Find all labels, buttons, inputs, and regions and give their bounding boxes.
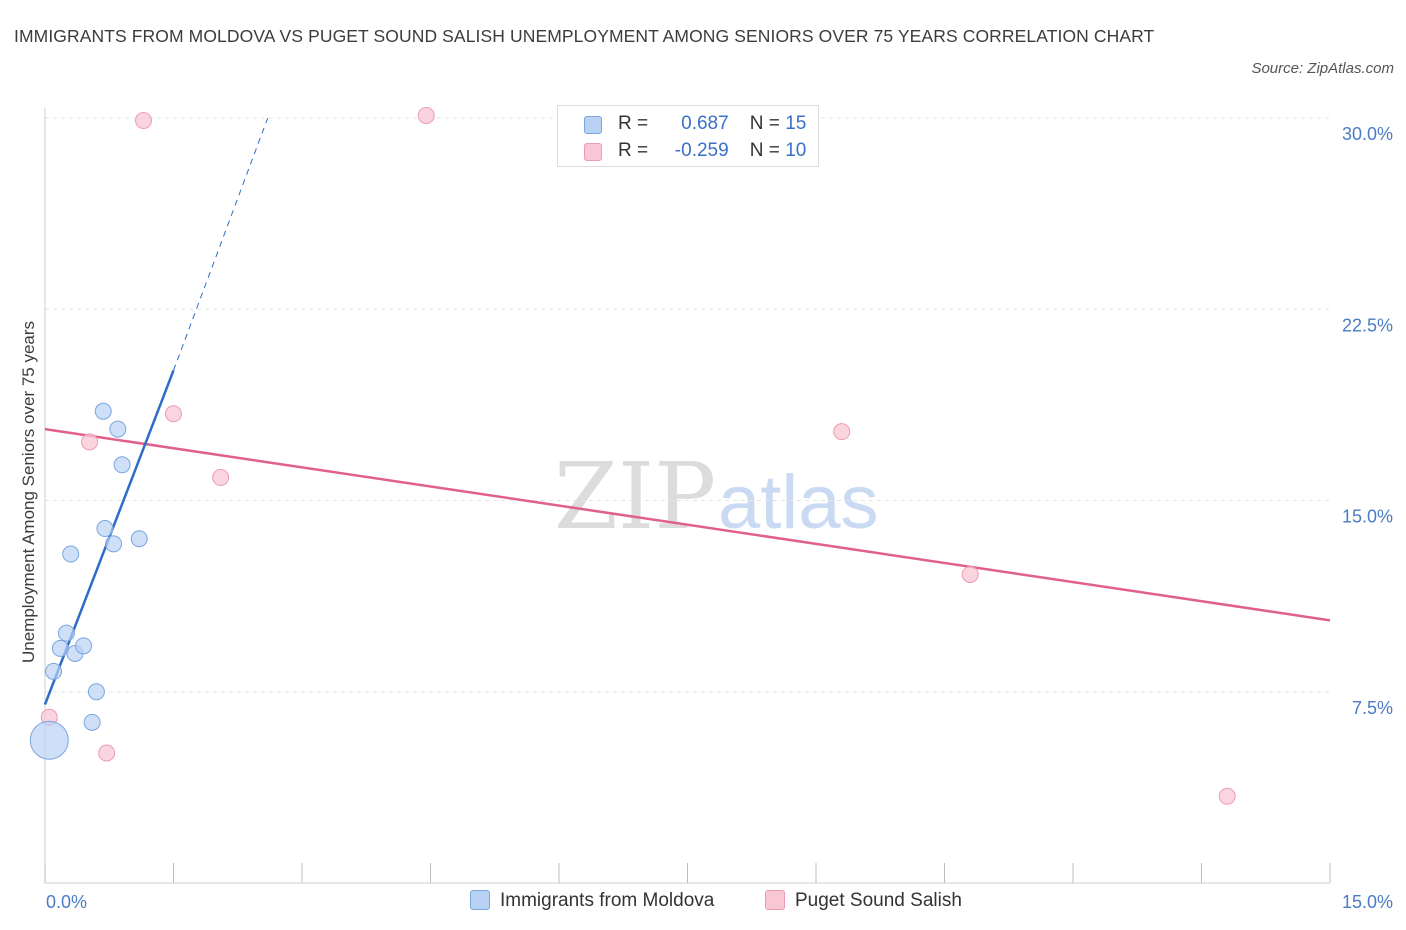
data-point-moldova bbox=[87, 683, 105, 701]
n-value-salish: 10 bbox=[785, 140, 807, 161]
n-label: N = bbox=[749, 113, 780, 134]
data-point-moldova bbox=[94, 402, 112, 420]
legend-label-salish: Puget Sound Salish bbox=[795, 890, 962, 911]
legend-item-moldova: Immigrants from Moldova bbox=[470, 890, 714, 912]
y-tick-label: 30.0% bbox=[1342, 124, 1393, 144]
r-label: R = bbox=[618, 140, 649, 161]
r-label: R = bbox=[618, 113, 649, 134]
data-point-moldova bbox=[113, 456, 131, 474]
data-point-moldova bbox=[130, 530, 148, 548]
legend-swatch-blue bbox=[470, 890, 490, 910]
y-tick-label: 7.5% bbox=[1352, 698, 1393, 718]
data-point-salish bbox=[81, 433, 99, 451]
n-label: N = bbox=[749, 140, 780, 161]
data-point-moldova bbox=[96, 520, 114, 538]
legend-swatch-pink bbox=[584, 143, 602, 161]
data-point-moldova bbox=[57, 624, 75, 642]
data-point-moldova bbox=[29, 720, 69, 760]
y-axis-label: Unemployment Among Seniors over 75 years bbox=[19, 321, 38, 663]
r-value-salish: -0.259 bbox=[674, 140, 729, 161]
chart-title: IMMIGRANTS FROM MOLDOVA VS PUGET SOUND S… bbox=[14, 26, 1155, 46]
data-point-moldova bbox=[75, 637, 93, 655]
grid-lines bbox=[45, 117, 1330, 693]
data-point-salish bbox=[417, 106, 435, 124]
data-point-salish bbox=[135, 112, 153, 130]
legend-label-moldova: Immigrants from Moldova bbox=[500, 890, 715, 911]
x-tick-label: 0.0% bbox=[46, 892, 87, 912]
watermark: ZIP atlas bbox=[554, 443, 879, 550]
data-point-moldova bbox=[51, 639, 69, 657]
data-point-moldova bbox=[45, 662, 63, 680]
data-point-salish bbox=[833, 423, 851, 441]
legend-item-salish: Puget Sound Salish bbox=[765, 890, 962, 912]
data-point-salish bbox=[165, 405, 182, 423]
tick-labels: 7.5% 15.0% 22.5% 30.0% 0.0% 15.0% bbox=[46, 124, 1393, 912]
trend-lines bbox=[43, 117, 1331, 705]
trend-line-moldova-extension bbox=[173, 117, 269, 371]
data-point-moldova bbox=[105, 535, 123, 553]
data-point-moldova bbox=[83, 713, 101, 731]
data-point-salish bbox=[961, 565, 979, 583]
r-value-moldova: 0.687 bbox=[681, 113, 729, 134]
source-label: Source: ZipAtlas.com bbox=[1251, 60, 1394, 77]
x-tick-label: 15.0% bbox=[1342, 892, 1393, 912]
watermark-atlas: atlas bbox=[718, 460, 879, 545]
correlation-legend: R = 0.687 N = 15 R = -0.259 N = 10 bbox=[557, 105, 819, 167]
trend-line-salish bbox=[44, 427, 1331, 622]
data-point-moldova bbox=[62, 545, 80, 563]
watermark-zip: ZIP bbox=[554, 443, 716, 550]
data-points bbox=[29, 106, 1236, 805]
legend-swatch-pink bbox=[765, 890, 785, 910]
data-point-moldova bbox=[109, 420, 127, 438]
n-value-moldova: 15 bbox=[785, 113, 807, 134]
y-tick-label: 22.5% bbox=[1342, 315, 1393, 335]
data-point-salish bbox=[98, 744, 116, 762]
legend-swatch-blue bbox=[584, 116, 602, 134]
data-point-salish bbox=[1218, 787, 1236, 805]
data-point-salish bbox=[212, 469, 230, 487]
y-tick-label: 15.0% bbox=[1342, 507, 1393, 527]
